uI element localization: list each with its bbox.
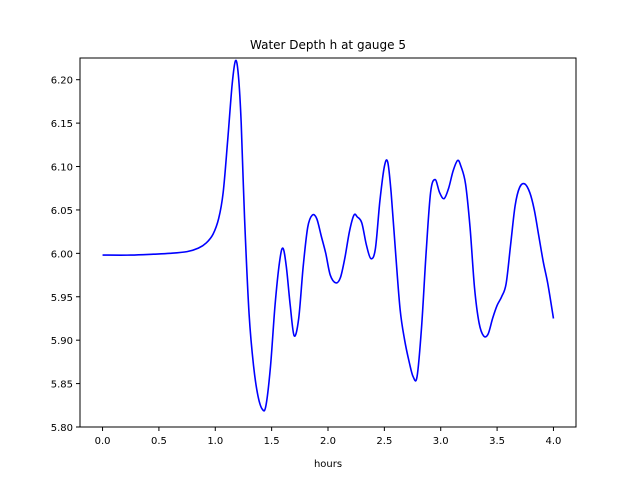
- x-tick-label: 1.5: [264, 436, 280, 447]
- x-tick-label: 2.0: [320, 436, 336, 447]
- x-tick-label: 4.0: [546, 436, 562, 447]
- x-tick-label: 0.0: [95, 436, 111, 447]
- x-tick-label: 1.0: [207, 436, 223, 447]
- x-tick-label: 3.0: [433, 436, 449, 447]
- x-axis-label: hours: [314, 459, 342, 470]
- chart-title: Water Depth h at gauge 5: [250, 38, 406, 52]
- y-tick-label: 6.05: [51, 206, 73, 217]
- y-tick-label: 5.90: [51, 336, 73, 347]
- y-axis-ticks: 5.80 5.85 5.90 5.95 6.00 6.05 6.10 6.15 6.20: [51, 76, 80, 434]
- y-tick-label: 6.20: [51, 76, 73, 87]
- x-tick-label: 3.5: [489, 436, 505, 447]
- plot-frame: [79, 57, 577, 428]
- x-tick-label: 2.5: [376, 436, 392, 447]
- y-tick-label: 5.95: [51, 293, 73, 304]
- y-tick-label: 6.10: [51, 163, 73, 174]
- x-axis-ticks: 0.0 0.5 1.0 1.5 2.0 2.5 3.0 3.5 4.0: [95, 427, 562, 447]
- y-tick-label: 5.85: [51, 380, 73, 391]
- series-group: [102, 59, 555, 412]
- x-tick-label: 0.5: [151, 436, 167, 447]
- y-tick-label: 5.80: [51, 423, 73, 434]
- series-line-0: [102, 59, 555, 412]
- y-tick-label: 6.00: [51, 249, 73, 260]
- y-tick-label: 6.15: [51, 119, 73, 130]
